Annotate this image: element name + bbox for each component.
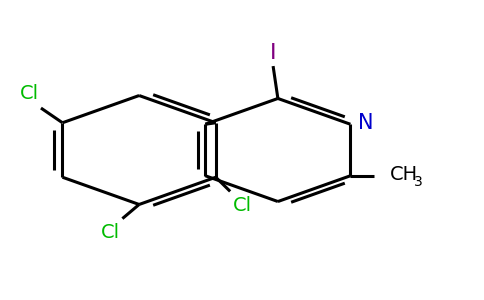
Text: N: N	[358, 113, 374, 133]
Text: I: I	[270, 43, 276, 63]
Text: Cl: Cl	[232, 196, 252, 215]
Text: 3: 3	[413, 175, 423, 189]
Text: Cl: Cl	[19, 84, 39, 103]
Text: CH: CH	[390, 165, 418, 184]
Text: Cl: Cl	[101, 223, 120, 242]
